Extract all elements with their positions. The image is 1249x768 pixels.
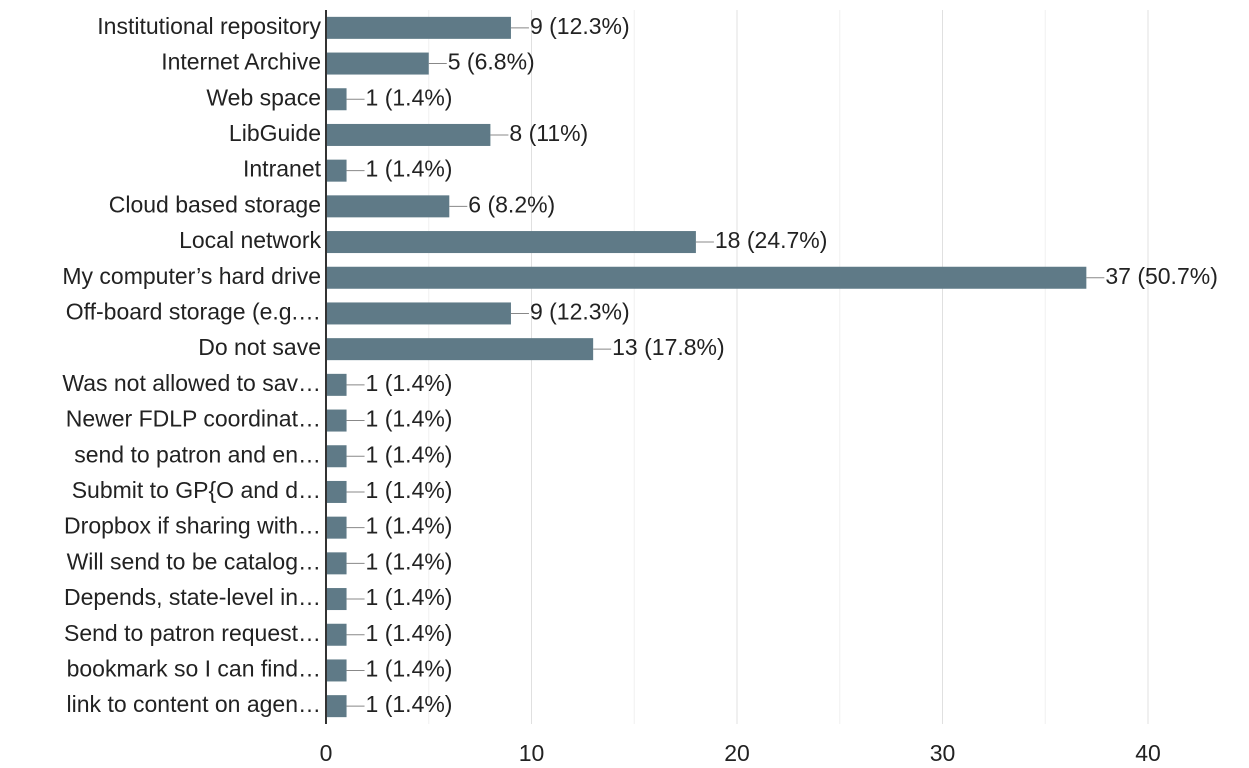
bar [326,373,347,396]
bar [326,480,347,503]
y-tick-label: Will send to be catalog… [67,548,321,574]
y-tick-label: link to content on agen… [67,691,321,717]
value-label: 9 (12.3%) [530,299,630,325]
bar [326,231,696,254]
bar [326,88,347,111]
value-label: 1 (1.4%) [366,84,453,110]
bar [326,302,511,325]
y-tick-label: Newer FDLP coordinat… [66,406,321,432]
value-label: 9 (12.3%) [530,13,630,39]
x-tick-label: 10 [519,740,545,766]
y-tick-label: Send to patron request… [64,620,321,646]
x-tick-label: 0 [320,740,333,766]
value-label: 8 (11%) [509,120,588,146]
bar [326,695,347,718]
value-label: 1 (1.4%) [366,548,453,574]
y-tick-label: send to patron and en… [74,441,321,467]
y-tick-label: Do not save [198,334,321,360]
value-label: 37 (50.7%) [1105,263,1218,289]
bar [326,623,347,646]
value-label: 6 (8.2%) [468,191,555,217]
bar [326,516,347,539]
y-tick-label: bookmark so I can find… [67,656,321,682]
y-tick-label: Submit to GP{O and d… [72,477,321,503]
value-label: 1 (1.4%) [366,584,453,610]
bar [326,195,450,218]
y-tick-label: Local network [179,227,321,253]
y-tick-label: Off-board storage (e.g.… [66,299,321,325]
y-tick-label: My computer’s hard drive [62,263,321,289]
bar [326,552,347,575]
value-label: 1 (1.4%) [366,691,453,717]
value-label: 1 (1.4%) [366,406,453,432]
bar [326,266,1087,289]
y-tick-label: Cloud based storage [109,191,321,217]
bar [326,16,511,39]
y-tick-label: Internet Archive [161,49,321,75]
y-tick-label: LibGuide [229,120,321,146]
y-tick-label: Was not allowed to sav… [62,370,321,396]
bar [326,588,347,611]
y-tick-label: Institutional repository [97,13,321,39]
value-label: 5 (6.8%) [448,49,535,75]
value-label: 1 (1.4%) [366,477,453,503]
value-label: 1 (1.4%) [366,620,453,646]
value-label: 1 (1.4%) [366,441,453,467]
bar [326,409,347,432]
y-tick-label: Intranet [243,156,322,182]
bar [326,445,347,468]
value-label: 18 (24.7%) [715,227,828,253]
bar [326,123,491,146]
value-label: 1 (1.4%) [366,156,453,182]
x-tick-label: 30 [930,740,956,766]
bar [326,338,594,361]
y-tick-label: Web space [206,84,321,110]
value-label: 1 (1.4%) [366,513,453,539]
x-tick-label: 40 [1135,740,1161,766]
x-tick-label: 20 [724,740,750,766]
y-tick-label: Dropbox if sharing with… [64,513,321,539]
value-label: 1 (1.4%) [366,370,453,396]
bar [326,659,347,682]
y-tick-label: Depends, state-level in… [64,584,321,610]
bar [326,159,347,182]
value-label: 1 (1.4%) [366,656,453,682]
value-label: 13 (17.8%) [612,334,725,360]
bar [326,52,429,75]
